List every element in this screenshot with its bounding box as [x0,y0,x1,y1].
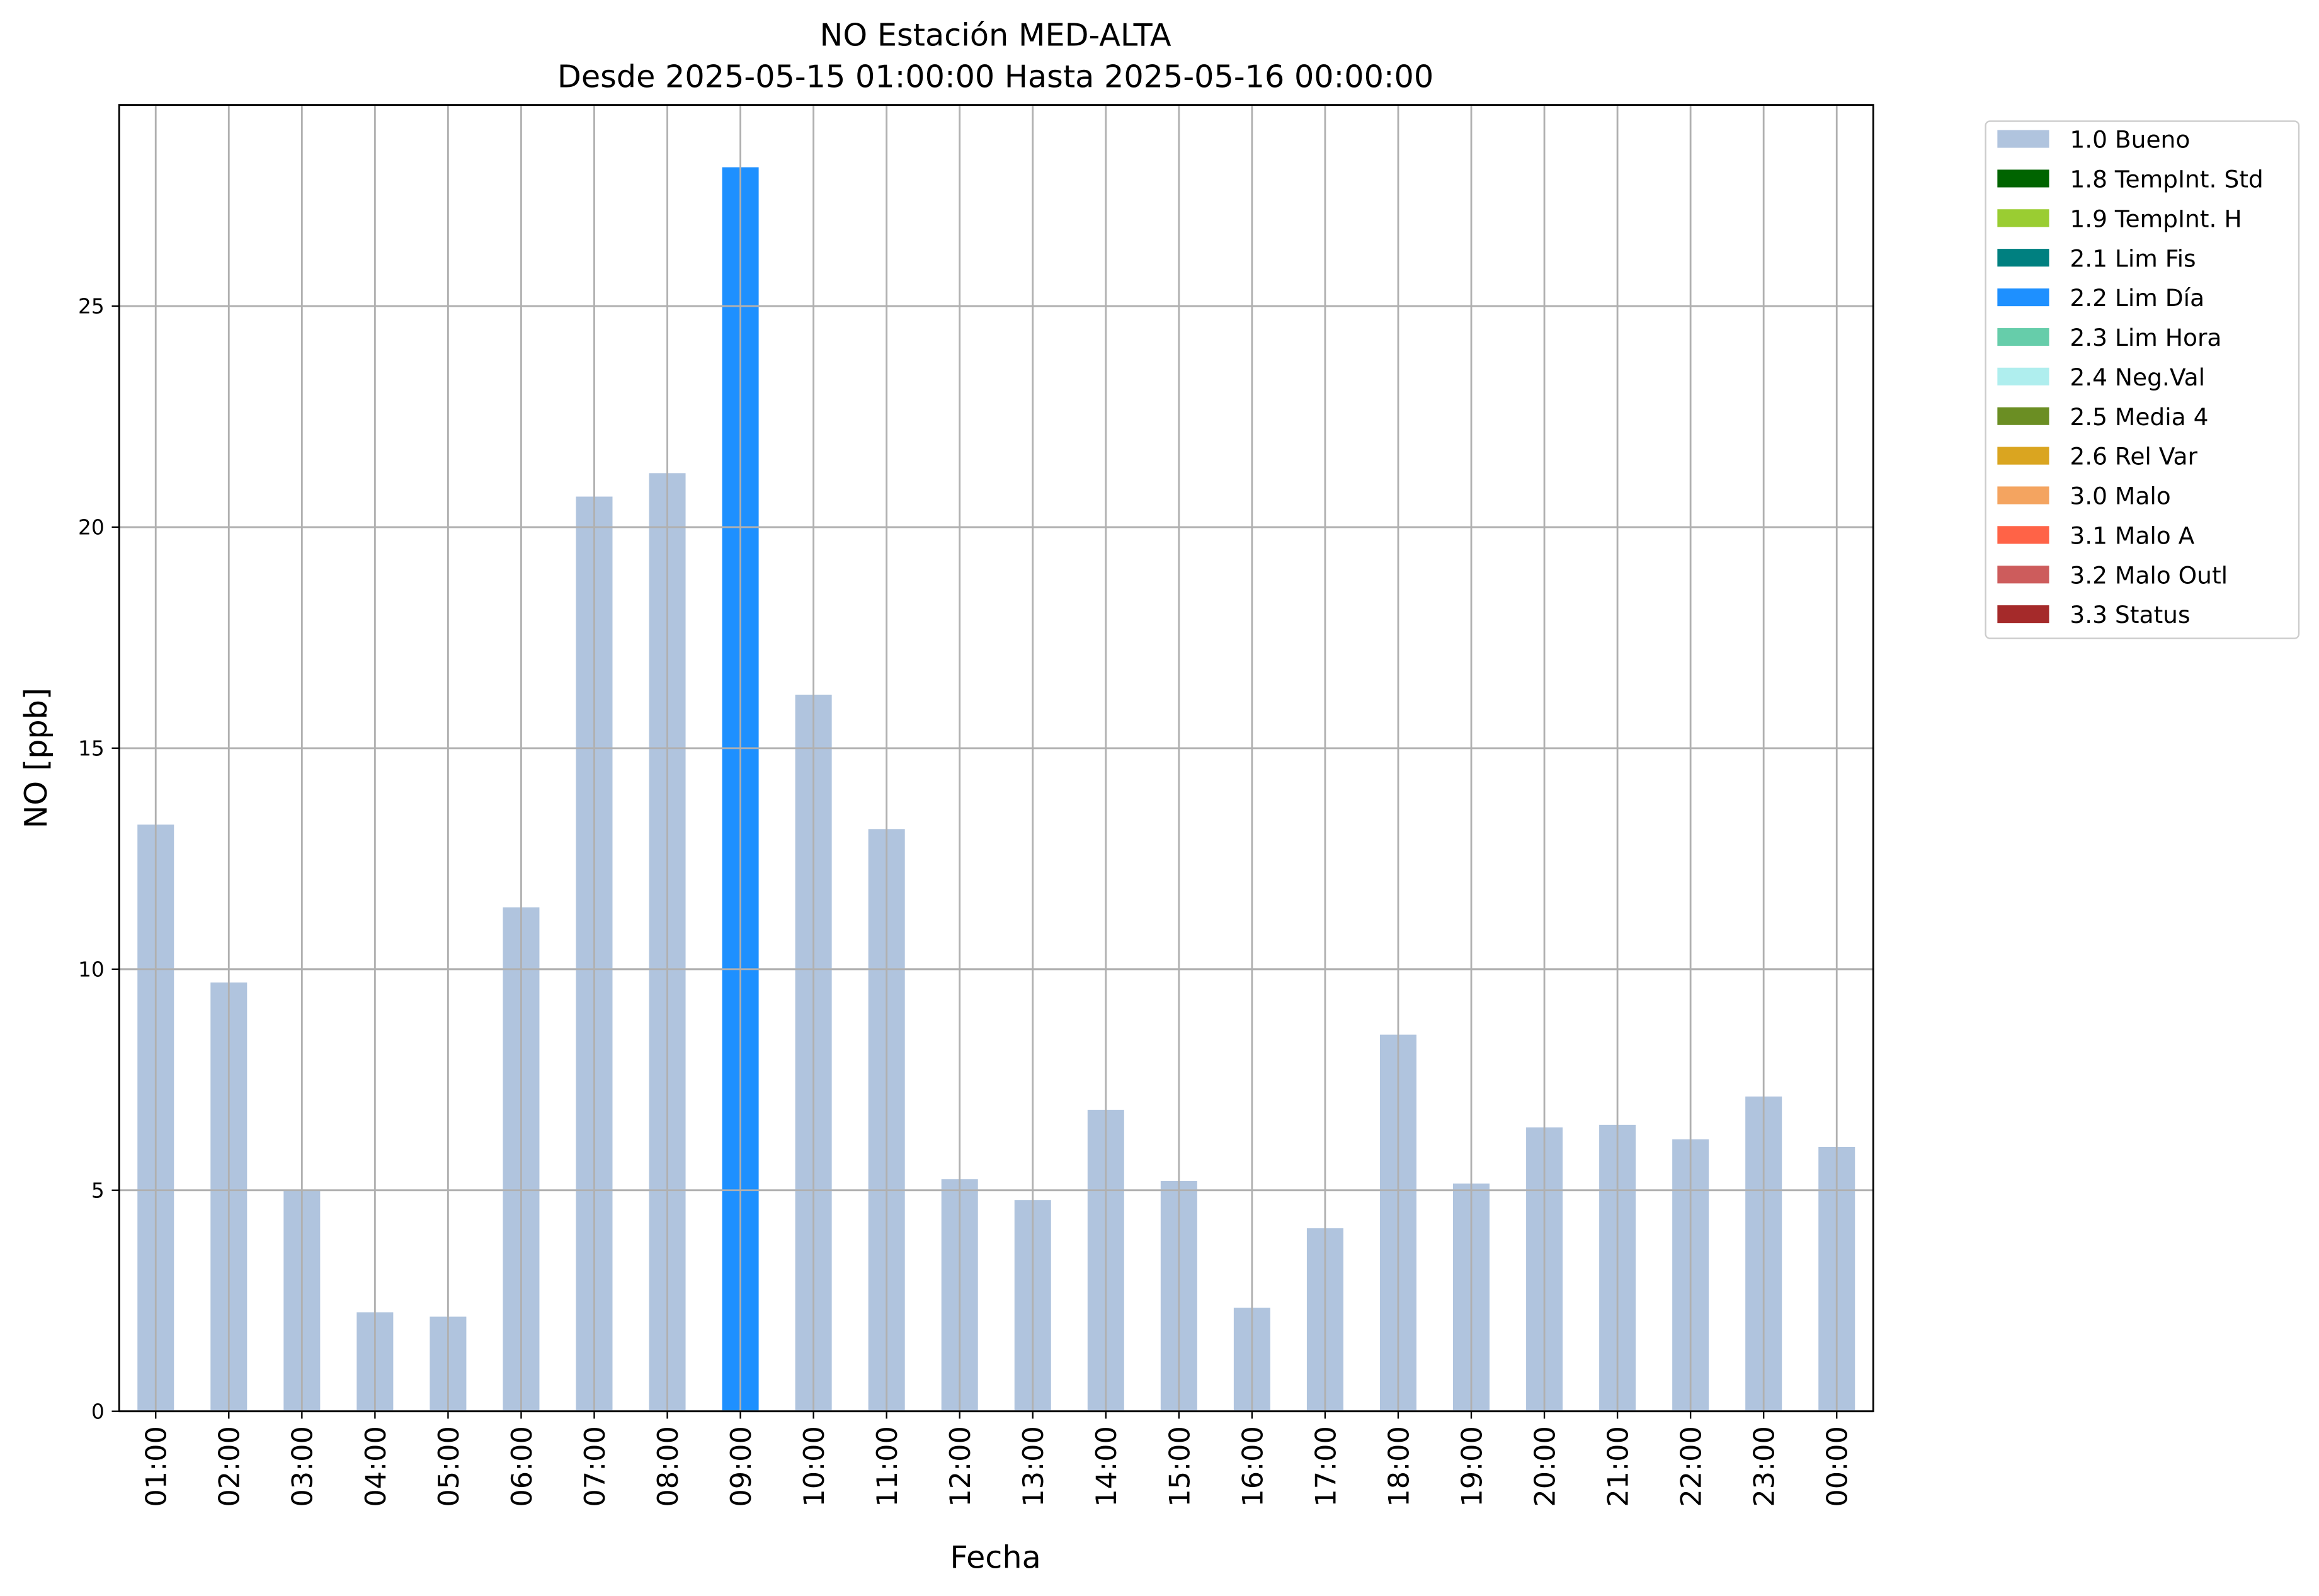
x-tick-label: 13:00 [1017,1426,1050,1507]
y-tick-label: 5 [91,1178,105,1202]
legend-label: 3.2 Malo Outl [2070,561,2228,589]
y-tick-label: 10 [78,958,105,982]
x-tick-label: 22:00 [1675,1426,1708,1507]
legend-label: 2.3 Lim Hora [2070,324,2221,351]
x-tick-label: 23:00 [1748,1426,1781,1507]
legend-swatch [1997,288,2049,307]
legend-label: 3.3 Status [2070,601,2190,629]
x-tick-label: 09:00 [725,1426,758,1507]
legend-swatch [1997,566,2049,584]
x-tick-label: 19:00 [1456,1426,1488,1507]
y-tick-label: 20 [78,516,105,540]
x-tick-label: 12:00 [944,1426,977,1507]
y-tick-label: 25 [78,295,105,319]
legend: 1.0 Bueno 1.8 TempInt. Std 1.9 TempInt. H 2… [1985,120,2300,639]
chart-title: NO Estación MED-ALTA [820,17,1171,54]
legend-swatch [1997,486,2049,504]
legend-label: 2.4 Neg.Val [2070,363,2205,391]
x-tick-label: 01:00 [140,1426,173,1507]
x-tick-label: 14:00 [1090,1426,1123,1507]
x-tick-label: 02:00 [214,1426,246,1507]
legend-swatch [1997,328,2049,346]
x-tick-label: 16:00 [1236,1426,1269,1507]
x-tick-label: 06:00 [506,1426,538,1507]
x-tick-label: 03:00 [287,1426,319,1507]
legend-swatch [1997,209,2049,227]
legend-swatch [1997,526,2049,544]
x-tick-label: 07:00 [579,1426,612,1507]
legend-swatch [1997,605,2049,624]
legend-label: 3.1 Malo A [2070,522,2194,549]
legend-swatch [1997,447,2049,465]
x-tick-label: 04:00 [360,1426,392,1507]
legend-label: 1.9 TempInt. H [2070,205,2242,232]
y-tick-label: 15 [78,737,105,761]
plot-frame [118,104,1874,1413]
legend-label: 3.0 Malo [2070,482,2170,510]
x-tick-label: 21:00 [1602,1426,1635,1507]
x-tick-label: 00:00 [1821,1426,1854,1507]
legend-label: 2.2 Lim Día [2070,284,2204,312]
legend-label: 2.6 Rel Var [2070,443,2197,470]
legend-box [1985,120,2300,639]
x-tick-label: 10:00 [798,1426,831,1507]
legend-swatch [1997,367,2049,385]
legend-label: 1.8 TempInt. Std [2070,166,2263,193]
y-tick-label: 0 [91,1399,105,1423]
x-tick-label: 18:00 [1382,1426,1415,1507]
y-axis-label: NO [ppb] [18,688,54,829]
legend-label: 1.0 Bueno [2070,126,2190,154]
legend-swatch [1997,169,2049,188]
x-tick-label: 08:00 [652,1426,685,1507]
legend-label: 2.5 Media 4 [2070,403,2208,431]
x-tick-label: 05:00 [433,1426,465,1507]
legend-swatch [1997,407,2049,425]
legend-swatch [1997,249,2049,267]
x-tick-label: 15:00 [1163,1426,1196,1507]
x-tick-label: 11:00 [871,1426,904,1507]
x-tick-label: 20:00 [1529,1426,1561,1507]
legend-label: 2.1 Lim Fis [2070,244,2196,272]
x-tick-label: 17:00 [1309,1426,1342,1507]
chart-subtitle: Desde 2025-05-15 01:00:00 Hasta 2025-05-… [557,58,1433,94]
x-axis-label: Fecha [950,1539,1040,1575]
legend-swatch [1997,130,2049,148]
